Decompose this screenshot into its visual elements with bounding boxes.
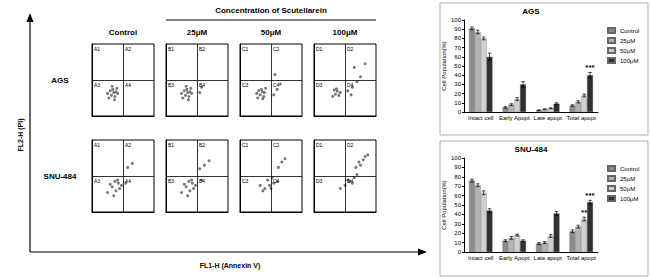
svg-text:***: *** [585, 63, 595, 72]
svg-text:30: 30 [454, 81, 461, 87]
svg-text:Control: Control [620, 28, 639, 34]
svg-text:B1: B1 [168, 142, 174, 148]
svg-text:Intact cell: Intact cell [468, 255, 493, 261]
svg-text:Late apopt: Late apopt [534, 115, 563, 121]
svg-text:50: 50 [454, 202, 461, 208]
svg-text:80: 80 [454, 174, 461, 180]
svg-text:90: 90 [454, 164, 461, 170]
svg-text:A2: A2 [125, 46, 131, 52]
svg-text:D4: D4 [347, 82, 354, 88]
svg-text:100: 100 [451, 155, 462, 161]
svg-text:20: 20 [454, 230, 461, 236]
svg-text:Intact cell: Intact cell [468, 115, 493, 121]
svg-text:50μM: 50μM [261, 28, 282, 37]
svg-text:40: 40 [454, 72, 461, 78]
svg-text:SNU-484: SNU-484 [44, 172, 77, 181]
svg-text:Concentration of Scutellarein: Concentration of Scutellarein [215, 6, 327, 15]
svg-text:Early Apopt: Early Apopt [499, 255, 530, 261]
svg-text:D2: D2 [347, 142, 354, 148]
svg-text:100μM: 100μM [620, 58, 638, 64]
svg-text:A3: A3 [94, 178, 100, 184]
svg-text:25μM: 25μM [620, 38, 635, 44]
svg-text:B3: B3 [168, 178, 174, 184]
svg-text:0: 0 [458, 249, 462, 255]
svg-text:0: 0 [458, 109, 462, 115]
svg-text:80: 80 [454, 35, 461, 41]
svg-text:Late apopt: Late apopt [534, 255, 563, 261]
svg-text:A2: A2 [125, 142, 131, 148]
svg-text:A1: A1 [94, 46, 100, 52]
svg-text:Cell Population(%): Cell Population(%) [441, 180, 447, 230]
svg-text:AGS: AGS [51, 76, 69, 85]
svg-text:B3: B3 [168, 82, 174, 88]
svg-text:A1: A1 [94, 142, 100, 148]
svg-text:B2: B2 [199, 142, 205, 148]
svg-text:C4: C4 [273, 178, 280, 184]
svg-text:D1: D1 [316, 142, 323, 148]
svg-text:C1: C1 [242, 46, 249, 52]
svg-text:B4: B4 [199, 82, 205, 88]
svg-text:A3: A3 [94, 82, 100, 88]
svg-text:40: 40 [454, 211, 461, 217]
svg-text:10: 10 [454, 100, 461, 106]
svg-text:Early Apopt: Early Apopt [499, 115, 530, 121]
svg-text:Total apopt: Total apopt [567, 115, 597, 121]
svg-text:50μM: 50μM [620, 48, 635, 54]
svg-text:25μM: 25μM [187, 28, 208, 37]
svg-text:D4: D4 [347, 178, 354, 184]
svg-text:50: 50 [454, 63, 461, 69]
svg-text:SNU-484: SNU-484 [515, 145, 548, 154]
svg-text:10: 10 [454, 240, 461, 246]
svg-text:D3: D3 [316, 178, 323, 184]
svg-text:**: ** [581, 208, 588, 217]
svg-text:20: 20 [454, 91, 461, 97]
svg-text:70: 70 [454, 45, 461, 51]
svg-text:50μM: 50μM [620, 186, 635, 192]
svg-text:C1: C1 [242, 142, 249, 148]
svg-text:25μM: 25μM [620, 176, 635, 182]
svg-text:D3: D3 [316, 82, 323, 88]
svg-text:Control: Control [620, 166, 639, 172]
svg-text:70: 70 [454, 183, 461, 189]
svg-text:B4: B4 [199, 178, 205, 184]
svg-text:C2: C2 [273, 46, 280, 52]
svg-text:100μM: 100μM [333, 28, 358, 37]
svg-text:B1: B1 [168, 46, 174, 52]
svg-text:D1: D1 [316, 46, 323, 52]
svg-text:60: 60 [454, 54, 461, 60]
svg-text:Cell Population(%): Cell Population(%) [441, 41, 447, 91]
svg-text:A4: A4 [125, 82, 131, 88]
svg-text:C3: C3 [242, 82, 249, 88]
svg-text:Total apopt: Total apopt [567, 255, 597, 261]
svg-text:90: 90 [454, 26, 461, 32]
svg-text:C2: C2 [273, 142, 280, 148]
svg-text:***: *** [585, 191, 595, 200]
svg-text:D2: D2 [347, 46, 354, 52]
svg-text:30: 30 [454, 221, 461, 227]
svg-text:FL2-H (PI): FL2-H (PI) [17, 118, 25, 151]
svg-text:C3: C3 [242, 178, 249, 184]
svg-text:100: 100 [451, 17, 462, 23]
svg-text:Control: Control [109, 28, 137, 37]
svg-text:B2: B2 [199, 46, 205, 52]
svg-text:100μM: 100μM [620, 196, 638, 202]
svg-text:60: 60 [454, 193, 461, 199]
svg-text:A4: A4 [125, 178, 131, 184]
svg-text:FL1-H (Annexin V): FL1-H (Annexin V) [200, 262, 261, 270]
svg-text:AGS: AGS [522, 7, 540, 16]
svg-text:C4: C4 [273, 82, 280, 88]
